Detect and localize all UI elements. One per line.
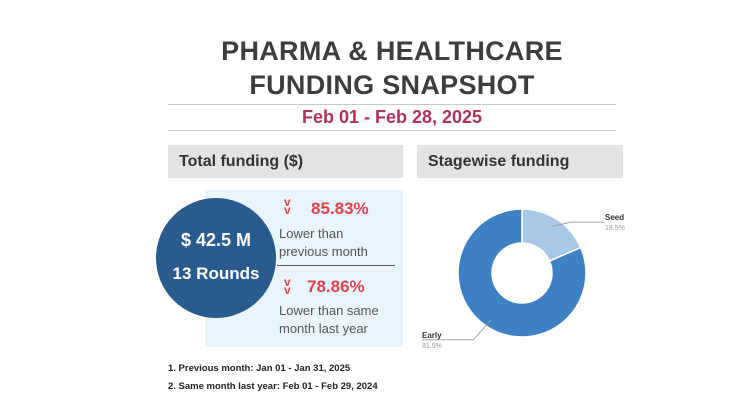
donut-value-seed: 18.5% xyxy=(605,225,625,232)
donut-slice-early xyxy=(457,208,587,338)
footnote-2: 2. Same month last year: Feb 01 - Feb 29… xyxy=(168,381,378,392)
donut-label-early: Early xyxy=(422,331,442,340)
metric-last-year-value: 78.86% xyxy=(307,277,365,296)
page-title: PHARMA & HEALTHCARE FUNDING SNAPSHOT xyxy=(168,34,616,102)
metric-prev-month-label: Lower than previous month xyxy=(279,226,368,259)
metric-last-year-label: Lower than same month last year xyxy=(279,303,379,336)
down-chevron-icon: v v xyxy=(284,275,291,297)
footnote-1: 1. Previous month: Jan 01 - Jan 31, 2025 xyxy=(168,363,351,374)
leader-line-early xyxy=(422,319,492,341)
leader-line-seed xyxy=(552,221,605,227)
round-count: 13 Rounds xyxy=(172,264,260,283)
divider-top xyxy=(168,104,616,105)
total-funding-heading: Total funding ($) xyxy=(168,145,403,178)
stagewise-donut-chart: Seed 18.5% Early 81.5% xyxy=(422,208,625,350)
total-amount: $ 42.5 M xyxy=(180,230,252,250)
title-line-1: PHARMA & HEALTHCARE xyxy=(221,36,563,66)
divider-bottom xyxy=(168,130,616,131)
donut-label-seed: Seed xyxy=(605,213,624,222)
metric-prev-month-value: 85.83% xyxy=(311,199,369,218)
title-line-2: FUNDING SNAPSHOT xyxy=(249,70,535,100)
metric-divider xyxy=(277,265,395,266)
down-chevron-icon: v v xyxy=(284,195,291,217)
donut-value-early: 81.5% xyxy=(422,343,442,350)
total-amount-circle: $ 42.5 M 13 Rounds xyxy=(156,198,276,318)
date-range: Feb 01 - Feb 28, 2025 xyxy=(301,107,483,127)
stagewise-heading: Stagewise funding xyxy=(417,145,623,178)
